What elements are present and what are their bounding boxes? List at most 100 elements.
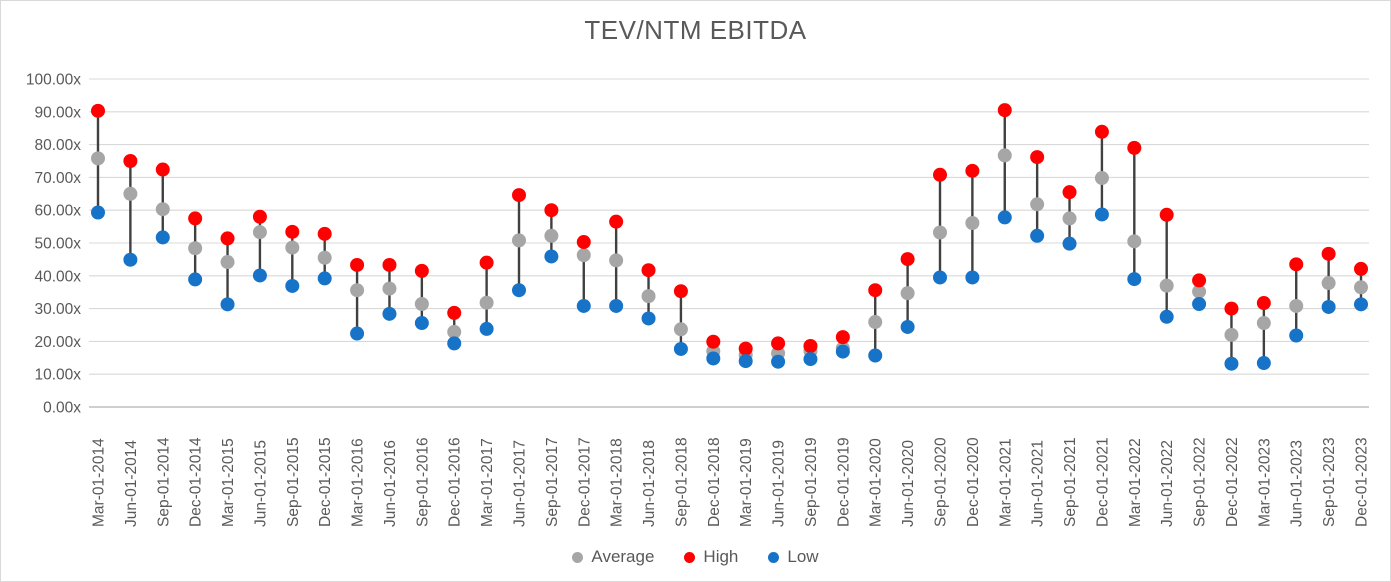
x-tick-label: Sep-01-2018 [673,437,690,527]
high-data-point [803,338,818,353]
high-data-point [1224,301,1239,316]
high-data-point [285,224,300,239]
low-data-point [1159,309,1174,324]
average-data-point [512,233,526,248]
x-tick-label: Dec-01-2015 [317,437,334,527]
low-data-point [350,326,365,341]
average-data-point [673,322,688,337]
low-data-point [1224,356,1239,371]
low-data-point [738,354,753,369]
low-data-point [414,316,429,331]
high-data-point [997,103,1012,118]
x-tick-label: Sep-01-2017 [544,437,561,527]
x-tick-label: Mar-01-2014 [91,438,108,527]
average-data-point [609,253,624,268]
low-data-point [673,341,688,356]
high-data-point [1321,246,1336,261]
legend-marker-low-icon [768,551,780,563]
y-tick-label: 30.00x [34,301,81,318]
y-tick-label: 60.00x [34,203,81,220]
low-data-point [512,283,526,298]
x-tick-label: Jun-01-2015 [252,440,269,527]
average-data-point [868,315,883,330]
low-data-point [91,205,105,220]
average-data-point [220,255,235,270]
high-data-point [350,257,365,272]
x-tick-label: Dec-01-2014 [188,437,205,527]
average-data-point [544,228,559,243]
average-data-point [1256,316,1271,331]
low-data-point [868,348,883,363]
y-tick-label: 80.00x [34,137,81,154]
average-data-point [1030,197,1045,212]
high-data-point [965,163,980,178]
average-data-point [91,151,105,166]
average-data-point [155,202,170,217]
low-data-point [1289,328,1304,343]
legend-label-average: Average [591,547,655,566]
average-data-point [576,248,591,263]
low-data-point [1030,228,1045,243]
x-tick-label: Jun-01-2014 [123,440,140,527]
high-data-point [91,103,105,118]
high-data-point [317,226,332,241]
x-tick-label: Dec-01-2016 [447,437,464,527]
high-data-point [512,188,526,203]
y-tick-label: 0.00x [43,400,81,417]
high-data-point [188,211,203,226]
legend-item-high: High [684,547,738,567]
high-data-point [576,235,591,250]
low-data-point [803,352,818,367]
low-data-point [609,298,624,313]
low-data-point [1127,272,1142,287]
low-data-point [479,321,494,336]
x-tick-label: Mar-01-2023 [1256,438,1273,527]
x-tick-label: Mar-01-2020 [868,438,885,527]
low-data-point [1094,207,1109,222]
average-data-point [1127,234,1142,249]
high-data-point [544,203,559,218]
average-data-point [317,250,332,265]
average-data-point [1289,298,1304,313]
low-data-point [1256,356,1271,371]
average-data-point [350,283,365,298]
y-tick-label: 10.00x [34,367,81,384]
high-data-point [155,162,170,177]
high-data-point [479,255,494,270]
high-data-point [933,167,947,182]
average-data-point [252,225,267,240]
y-tick-label: 40.00x [34,268,81,285]
low-data-point [965,270,980,285]
high-data-point [641,263,656,278]
x-tick-label: Jun-01-2016 [382,440,399,527]
x-tick-label: Sep-01-2015 [285,437,302,527]
high-data-point [706,334,721,349]
high-data-point [673,284,688,299]
low-data-point [1062,236,1077,251]
average-data-point [188,241,203,256]
average-data-point [1192,284,1207,299]
low-data-point [317,271,332,286]
low-data-point [576,298,591,313]
low-data-point [544,249,559,264]
average-data-point [382,281,397,296]
low-data-point [123,252,138,267]
x-tick-label: Dec-01-2017 [576,437,593,527]
x-tick-label: Mar-01-2019 [738,438,755,527]
x-tick-label: Mar-01-2022 [1127,438,1144,527]
x-tick-label: Sep-01-2014 [155,437,172,527]
average-data-point [414,297,429,312]
x-tick-label: Sep-01-2021 [1062,437,1079,527]
high-data-point [1030,150,1045,165]
average-data-point [1062,211,1077,226]
x-tick-label: Dec-01-2022 [1224,437,1241,527]
average-data-point [479,295,494,310]
x-tick-label: Sep-01-2020 [933,437,950,527]
y-tick-label: 90.00x [34,104,81,121]
average-data-point [1321,276,1336,291]
average-data-point [900,286,915,301]
low-data-point [447,336,462,351]
legend-item-average: Average [572,547,654,567]
low-data-point [1321,299,1336,314]
